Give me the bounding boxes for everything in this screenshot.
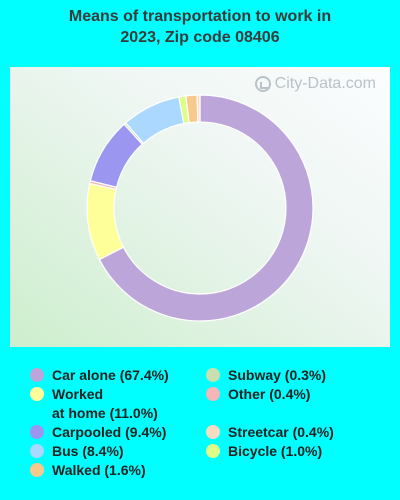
legend-swatch-bicycle xyxy=(206,444,220,458)
legend-swatch-car-alone xyxy=(30,368,44,382)
chart-title-line-2: 2023, Zip code 08406 xyxy=(120,29,280,46)
slice-car-alone xyxy=(98,94,314,322)
legend-label-streetcar: Streetcar (0.4%) xyxy=(228,424,334,440)
legend-label-other: Other (0.4%) xyxy=(228,386,311,402)
legend-item-bus: Bus (8.4%) xyxy=(30,442,124,461)
watermark-text: City-Data.com xyxy=(274,75,376,92)
watermark: City-Data.com xyxy=(254,75,376,93)
donut-chart xyxy=(86,94,314,322)
legend-item-subway: Subway (0.3%) xyxy=(206,366,326,385)
legend: Car alone (67.4%) Worked at home (11.0%) C… xyxy=(30,366,390,486)
legend-label-walked: Walked (1.6%) xyxy=(52,462,146,478)
city-data-logo-icon xyxy=(254,76,271,92)
legend-item-other: Other (0.4%) xyxy=(206,385,310,404)
legend-label-worked-at-home: Worked at home (11.0%) xyxy=(52,386,158,421)
chart-title: Means of transportation to work in 2023,… xyxy=(0,6,400,48)
legend-item-streetcar: Streetcar (0.4%) xyxy=(206,423,334,442)
legend-item-walked: Walked (1.6%) xyxy=(30,461,146,480)
slice-worked-at-home xyxy=(86,182,125,261)
legend-item-bicycle: Bicycle (1.0%) xyxy=(206,442,322,461)
legend-swatch-worked-at-home xyxy=(30,387,44,401)
legend-swatch-carpooled xyxy=(30,425,44,439)
legend-swatch-walked xyxy=(30,463,44,477)
legend-label-subway: Subway (0.3%) xyxy=(228,367,327,383)
legend-item-car-alone: Car alone (67.4%) xyxy=(30,366,169,385)
plot-area: City-Data.com xyxy=(10,67,390,347)
slice-streetcar xyxy=(196,94,201,123)
legend-swatch-streetcar xyxy=(206,425,220,439)
legend-swatch-other xyxy=(206,387,220,401)
chart-title-line-1: Means of transportation to work in xyxy=(68,8,332,25)
legend-swatch-bus xyxy=(30,444,44,458)
legend-label-bus: Bus (8.4%) xyxy=(52,443,124,459)
legend-item-worked-at-home: Worked at home (11.0%) xyxy=(30,385,158,423)
legend-item-carpooled: Carpooled (9.4%) xyxy=(30,423,166,442)
legend-label-carpooled: Carpooled (9.4%) xyxy=(52,424,167,440)
legend-swatch-subway xyxy=(206,368,220,382)
legend-label-car-alone: Car alone (67.4%) xyxy=(52,367,169,383)
legend-label-bicycle: Bicycle (1.0%) xyxy=(228,443,323,459)
